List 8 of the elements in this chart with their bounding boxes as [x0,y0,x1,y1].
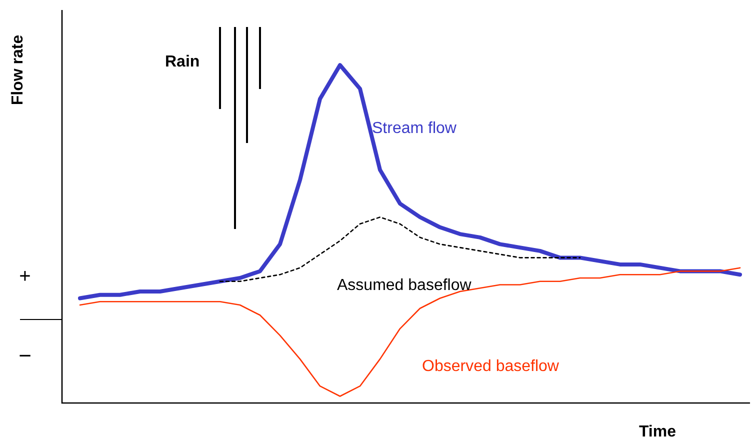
x-axis-title: Time [638,423,676,440]
text: + [19,266,31,288]
text: Observed baseflow [422,358,560,375]
annotation: Rain [165,53,200,70]
series-label: Stream flow [372,120,457,138]
text: − [18,343,32,368]
series-label: Assumed baseflow [337,277,472,294]
y-axis-title: Flow rate [9,34,26,106]
